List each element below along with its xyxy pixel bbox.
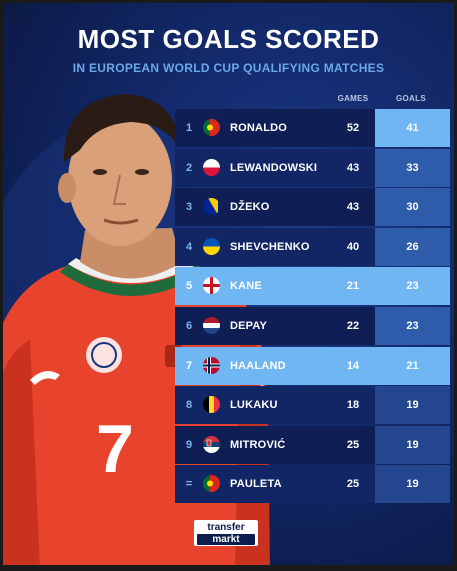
goals-value: 33 xyxy=(375,148,450,187)
player-name: DŽEKO xyxy=(230,201,270,214)
row-rank: 4 xyxy=(185,240,193,253)
table-header: GAMES GOALS xyxy=(175,94,450,108)
table-row: 4 SHEVCHENKO 40 26 xyxy=(175,227,450,266)
page-subtitle: IN EUROPEAN WORLD CUP QUALIFYING MATCHES xyxy=(72,61,385,75)
table-row: 9 MITROVIĆ 25 19 xyxy=(175,425,450,464)
table-row: 2 LEWANDOWSKI 43 33 xyxy=(175,148,450,187)
player-name: PAULETA xyxy=(230,478,282,491)
goals-value: 26 xyxy=(375,227,450,266)
england-flag-icon xyxy=(203,277,220,295)
player-name: LEWANDOWSKI xyxy=(230,161,318,174)
goals-value: 19 xyxy=(375,465,450,504)
portugal-flag-icon xyxy=(203,119,220,136)
belgium-flag-icon xyxy=(203,396,220,414)
table-row: 1 RONALDO 52 41 xyxy=(175,109,450,147)
games-value: 21 xyxy=(346,280,360,293)
netherlands-flag-icon xyxy=(203,316,220,334)
player-name: RONALDO xyxy=(230,122,288,134)
games-value: 52 xyxy=(346,122,360,134)
games-value: 25 xyxy=(346,438,360,451)
games-value: 25 xyxy=(346,478,360,491)
table-row: 8 LUKAKU 18 19 xyxy=(175,386,450,425)
goals-value: 41 xyxy=(375,109,450,147)
games-value: 18 xyxy=(346,399,360,412)
norway-flag-icon xyxy=(203,356,220,374)
player-name: MITROVIĆ xyxy=(230,438,286,451)
player-name: SHEVCHENKO xyxy=(230,240,310,253)
logo-text-bottom: markt xyxy=(197,534,255,545)
logo-text-top: transfer xyxy=(207,522,245,533)
frame-border-left xyxy=(0,0,3,571)
poland-flag-icon xyxy=(203,158,220,176)
table-row: 3 DŽEKO 43 30 xyxy=(175,188,450,227)
table-row: 7 HAALAND 14 21 xyxy=(175,346,450,385)
frame-border-top xyxy=(0,0,457,3)
row-rank: 8 xyxy=(185,399,193,412)
serbia-flag-icon xyxy=(203,435,220,453)
frame-border-bottom xyxy=(0,565,457,571)
page-title: MOST GOALS SCORED xyxy=(77,24,380,54)
goals-value: 21 xyxy=(375,346,450,385)
column-header-games: GAMES xyxy=(337,94,369,103)
goals-value: 23 xyxy=(375,306,450,345)
table-row: = PAULETA 25 19 xyxy=(175,465,450,504)
player-name: LUKAKU xyxy=(230,399,278,412)
row-rank: 9 xyxy=(185,438,193,451)
goals-value: 23 xyxy=(375,267,450,306)
portugal-flag-icon xyxy=(203,475,220,493)
ukraine-flag-icon xyxy=(203,237,220,255)
goals-value: 30 xyxy=(375,188,450,227)
table-row: 5 KANE 21 23 xyxy=(175,267,450,306)
ranking-table: 1 RONALDO 52 41 2 LEWANDOWSKI 43 33 3 DŽ… xyxy=(175,109,450,505)
player-name: DEPAY xyxy=(230,319,268,332)
bosnia-flag-icon xyxy=(203,198,220,216)
goals-value: 19 xyxy=(375,386,450,425)
games-value: 22 xyxy=(346,319,360,332)
games-value: 43 xyxy=(346,161,360,174)
row-rank: 1 xyxy=(185,122,193,134)
games-value: 40 xyxy=(346,240,360,253)
player-name: KANE xyxy=(230,280,262,293)
transfermarkt-logo: transfer markt xyxy=(194,520,258,546)
row-rank: 5 xyxy=(185,280,193,293)
row-rank: = xyxy=(185,478,193,491)
frame-border-right xyxy=(454,0,457,571)
games-value: 43 xyxy=(346,201,360,214)
shirt-number: 7 xyxy=(96,411,134,487)
table-row: 6 DEPAY 22 23 xyxy=(175,306,450,345)
games-value: 14 xyxy=(346,359,360,372)
row-rank: 3 xyxy=(185,201,193,214)
row-rank: 7 xyxy=(185,359,193,372)
player-name: HAALAND xyxy=(230,359,286,372)
row-rank: 2 xyxy=(185,161,193,174)
column-header-goals: GOALS xyxy=(396,94,426,103)
row-rank: 6 xyxy=(185,319,193,332)
goals-value: 19 xyxy=(375,425,450,464)
